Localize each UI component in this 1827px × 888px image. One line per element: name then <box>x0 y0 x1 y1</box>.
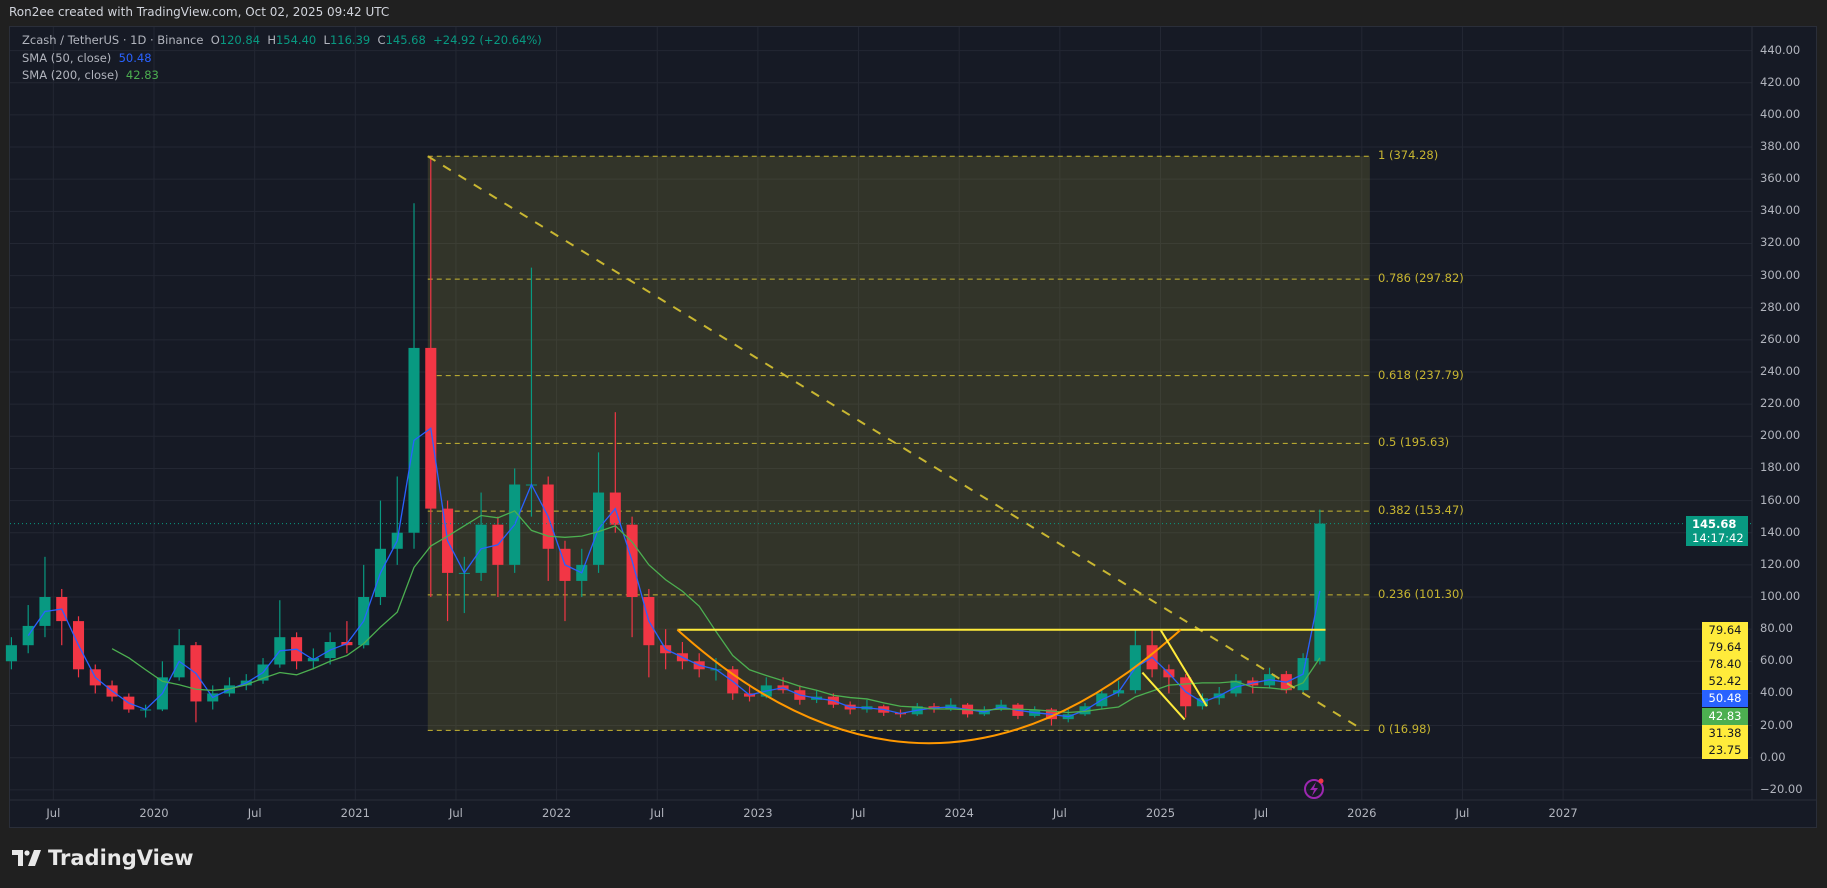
price-axis-label: 180.00 <box>1760 460 1801 475</box>
time-axis-label: 2023 <box>743 806 773 820</box>
open-value: 120.84 <box>219 33 261 47</box>
time-axis-label: 2024 <box>944 806 974 820</box>
high-value: 154.40 <box>275 33 317 47</box>
symbol-name: Zcash / TetherUS · 1D · Binance <box>22 33 204 47</box>
fib-level-label: 0.236 (101.30) <box>1378 586 1464 601</box>
time-axis-label: Jul <box>1254 806 1269 820</box>
open-label: O <box>210 33 220 47</box>
price-scale-tag: 78.40 <box>1702 656 1748 674</box>
sma50-line <box>27 427 1321 718</box>
price-axis-label: 220.00 <box>1760 396 1801 411</box>
price-axis-label: 160.00 <box>1760 492 1801 507</box>
price-axis-label: −20.00 <box>1760 781 1803 796</box>
price-axis-label: 380.00 <box>1760 139 1801 154</box>
price-axis-label: 340.00 <box>1760 203 1801 218</box>
time-axis-label: Jul <box>247 806 262 820</box>
high-label: H <box>267 33 276 47</box>
price-axis-label: 440.00 <box>1760 42 1801 57</box>
price-scale-tag: 50.48 <box>1702 690 1748 708</box>
fib-level-label: 0.618 (237.79) <box>1378 367 1464 382</box>
price-axis-label: 360.00 <box>1760 171 1801 186</box>
candle-body <box>5 645 17 662</box>
symbol-legend[interactable]: Zcash / TetherUS · 1D · Binance O120.84 … <box>22 33 542 47</box>
sma200-label: SMA (200, close) <box>22 68 119 82</box>
price-axis-label: 140.00 <box>1760 524 1801 539</box>
price-axis-label: 60.00 <box>1760 653 1793 668</box>
time-axis-label: Jul <box>1455 806 1470 820</box>
time-axis-label: 2025 <box>1145 806 1176 820</box>
chart-panel[interactable] <box>9 26 1817 828</box>
price-axis-label: 320.00 <box>1760 235 1801 250</box>
fib-level-label: 0.382 (153.47) <box>1378 503 1464 518</box>
price-axis-label: 280.00 <box>1760 299 1801 314</box>
low-label: L <box>323 33 330 47</box>
low-value: 116.39 <box>329 33 371 47</box>
price-axis-label: 300.00 <box>1760 267 1801 282</box>
price-axis-label: 80.00 <box>1760 621 1793 636</box>
price-scale-tag: 31.38 <box>1702 724 1748 742</box>
bar-countdown: 14:17:42 <box>1692 531 1744 545</box>
price-axis-label: 0.00 <box>1760 749 1786 764</box>
sma50-value: 50.48 <box>118 51 152 65</box>
fib-level-label: 0.5 (195.63) <box>1378 435 1450 450</box>
falling-wedge-line <box>1159 629 1208 707</box>
time-axis-label: 2027 <box>1548 806 1578 820</box>
current-price: 145.68 <box>1692 517 1737 531</box>
fib-level-label: 0 (16.98) <box>1378 722 1431 737</box>
attribution-header: Ron2ee created with TradingView.com, Oct… <box>9 5 390 19</box>
brand-name: TradingView <box>48 846 194 870</box>
price-axis-label: 420.00 <box>1760 74 1801 89</box>
price-axis-label: 200.00 <box>1760 428 1801 443</box>
time-axis-label: 2022 <box>541 806 572 820</box>
price-axis-label: 260.00 <box>1760 331 1801 346</box>
falling-wedge-line <box>1141 671 1186 721</box>
price-axis-label: 120.00 <box>1760 556 1801 571</box>
close-value: 145.68 <box>385 33 426 47</box>
current-price-tag: 145.68 14:17:42 <box>1686 516 1748 546</box>
time-axis-label: Jul <box>448 806 463 820</box>
price-scale-tag: 42.83 <box>1702 707 1748 725</box>
sma200-value: 42.83 <box>125 68 159 82</box>
time-axis-label: 2026 <box>1347 806 1377 820</box>
tradingview-logo[interactable]: TradingView <box>12 846 193 870</box>
price-axis-label: 240.00 <box>1760 364 1801 379</box>
time-axis-label: Jul <box>650 806 665 820</box>
tradingview-logo-icon <box>12 850 41 866</box>
fib-level-label: 0.786 (297.82) <box>1378 271 1464 286</box>
fib-level-label: 1 (374.28) <box>1378 148 1439 163</box>
price-axis-label: 400.00 <box>1760 106 1801 121</box>
sma50-label: SMA (50, close) <box>22 51 112 65</box>
rounded-bottom-arc <box>676 628 1182 745</box>
time-axis-label: Jul <box>1052 806 1067 820</box>
descending-trendline <box>427 155 1361 729</box>
time-axis-label: Jul <box>46 806 61 820</box>
time-axis-label: 2020 <box>139 806 169 820</box>
lightning-alert-icon[interactable] <box>1304 778 1324 799</box>
price-scale-tag: 79.64 <box>1702 622 1748 639</box>
price-scale-tag: 79.64 <box>1702 639 1748 657</box>
close-label: C <box>377 33 386 47</box>
price-axis-label: 20.00 <box>1760 717 1793 732</box>
change-value: +24.92 (+20.64%) <box>433 33 542 47</box>
sma200-line <box>111 510 1321 714</box>
price-axis-label: 40.00 <box>1760 685 1793 700</box>
sma200-legend[interactable]: SMA (200, close) 42.83 <box>22 68 159 82</box>
sma50-legend[interactable]: SMA (50, close) 50.48 <box>22 51 152 65</box>
price-axis-label: 100.00 <box>1760 589 1801 603</box>
time-axis-label: Jul <box>851 806 866 820</box>
time-axis-label: 2021 <box>340 806 370 820</box>
price-scale-tag: 52.42 <box>1702 673 1748 691</box>
price-scale-tag: 23.75 <box>1702 741 1748 759</box>
